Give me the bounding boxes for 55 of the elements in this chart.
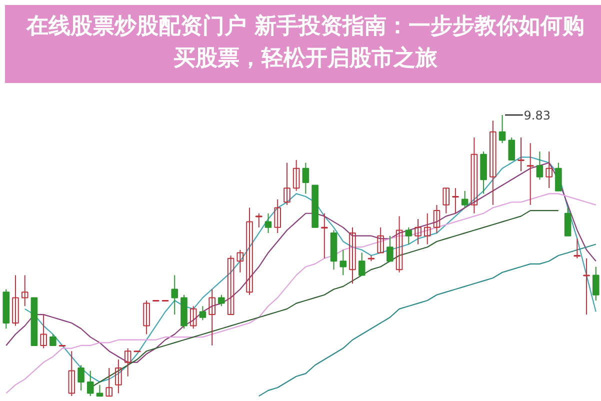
candlestick bbox=[536, 151, 544, 180]
candlestick bbox=[40, 314, 47, 349]
candlestick bbox=[526, 142, 534, 206]
candlestick bbox=[284, 162, 290, 206]
candlestick bbox=[12, 274, 19, 326]
candlestick bbox=[564, 207, 572, 236]
candlestick bbox=[498, 114, 506, 144]
candlestick bbox=[115, 359, 122, 394]
candlestick bbox=[518, 136, 524, 172]
candlestick bbox=[246, 207, 253, 296]
candlestick bbox=[208, 288, 216, 346]
candlestick bbox=[274, 198, 281, 234]
candlestick bbox=[386, 235, 394, 262]
candlestick bbox=[302, 162, 310, 194]
candlestick bbox=[321, 212, 328, 259]
candlestick bbox=[255, 212, 262, 228]
candlestick bbox=[171, 274, 178, 316]
candlestick bbox=[592, 266, 600, 301]
candlestick bbox=[452, 188, 459, 214]
candlestick bbox=[470, 136, 478, 214]
candlestick bbox=[190, 306, 197, 330]
candlestick bbox=[21, 274, 28, 307]
annotation: 9.83 bbox=[524, 108, 551, 122]
candlestick bbox=[433, 204, 440, 234]
candlestick bbox=[490, 120, 496, 206]
candlestick bbox=[292, 159, 300, 192]
candlestick bbox=[199, 306, 206, 321]
candlestick bbox=[143, 300, 150, 335]
candlestick bbox=[424, 212, 431, 245]
candlestick bbox=[574, 238, 581, 259]
candlestick bbox=[358, 252, 366, 276]
candlestick bbox=[78, 364, 84, 391]
candlestick bbox=[50, 334, 56, 346]
candlestick bbox=[396, 216, 403, 273]
candlestick bbox=[264, 212, 272, 234]
candlestick bbox=[227, 255, 234, 316]
candlestick bbox=[340, 249, 347, 276]
candlestick bbox=[349, 226, 356, 284]
candlestick bbox=[96, 384, 104, 397]
candlestick bbox=[461, 190, 468, 208]
chart-title: 在线股票炒股配资门户 新手投资指南：一步步教你如何购买股票，轻松开启股市之旅 bbox=[25, 12, 586, 73]
candlestick bbox=[555, 162, 562, 192]
candlestick bbox=[218, 294, 225, 307]
candlestick bbox=[414, 218, 422, 245]
candlestick bbox=[124, 348, 132, 377]
candlestick bbox=[442, 188, 450, 214]
candlestick bbox=[377, 226, 384, 254]
candlestick bbox=[86, 370, 94, 397]
candlestick bbox=[236, 249, 244, 273]
candlestick bbox=[106, 367, 112, 397]
candlestick bbox=[583, 258, 590, 316]
candlestick bbox=[405, 226, 412, 245]
candlestick bbox=[68, 350, 76, 397]
candlestick bbox=[508, 136, 516, 160]
candlestick bbox=[546, 151, 552, 189]
